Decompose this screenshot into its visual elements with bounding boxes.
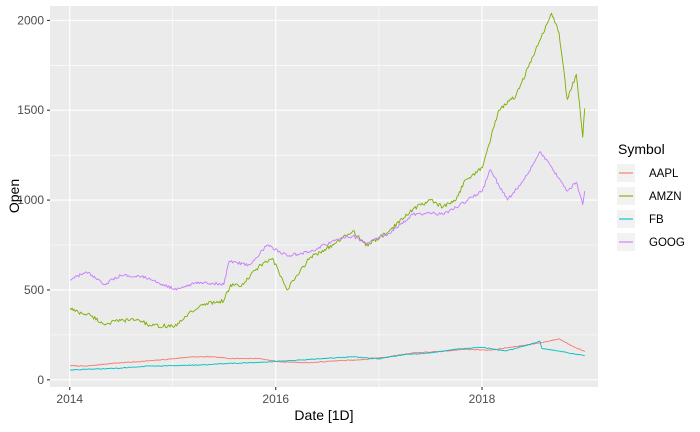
- minor-gridlines: [50, 6, 598, 387]
- legend-label-amzn: AMZN: [649, 191, 682, 203]
- series-line-fb: [70, 340, 585, 371]
- x-axis: 2014 2016 2018: [56, 387, 496, 406]
- y-tick-label: 500: [24, 283, 44, 297]
- x-tick-label: 2014: [56, 392, 83, 406]
- series-line-goog: [69, 151, 586, 291]
- legend-label-aapl: AAPL: [649, 168, 679, 180]
- y-axis: 0 500 1000 1500 2000: [17, 13, 50, 387]
- series-line-amzn: [69, 12, 586, 329]
- legend-title: Symbol: [618, 141, 665, 157]
- series-line-aapl: [69, 338, 586, 367]
- major-gridlines: [50, 6, 598, 387]
- x-axis-title: Date [1D]: [294, 407, 353, 423]
- legend-items: AAPL AMZN FB GOOG: [617, 164, 685, 251]
- x-tick-label: 2016: [262, 392, 289, 406]
- y-tick-label: 0: [37, 373, 44, 387]
- legend-label-goog: GOOG: [649, 237, 685, 249]
- y-tick-label: 1500: [17, 103, 44, 117]
- y-tick-label: 2000: [17, 13, 44, 27]
- y-tick-label: 1000: [17, 193, 44, 207]
- x-tick-label: 2018: [469, 392, 496, 406]
- legend: Symbol AAPL AMZN FB GOOG: [617, 141, 685, 251]
- legend-label-fb: FB: [649, 214, 664, 226]
- y-axis-title: Open: [6, 179, 22, 213]
- panel-background: [50, 6, 598, 387]
- series-lines: [69, 12, 586, 371]
